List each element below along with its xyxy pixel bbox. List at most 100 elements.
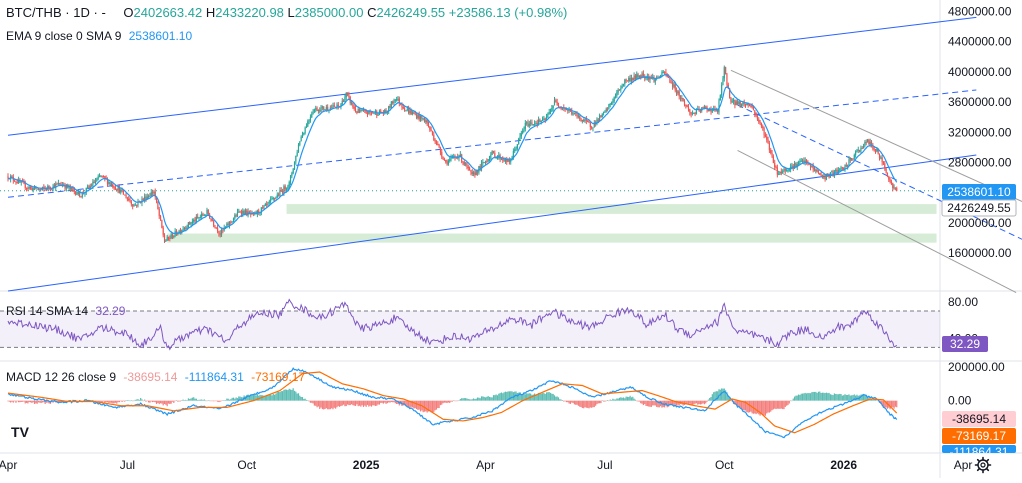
macd-histogram-bar <box>185 399 187 401</box>
macd-histogram-bar <box>178 400 180 402</box>
macd-histogram-bar <box>537 393 540 401</box>
macd-histogram-bar <box>689 400 691 404</box>
macd-histogram-bar <box>296 393 298 401</box>
macd-histogram-bar <box>220 400 223 402</box>
upper-channel-line <box>7 16 977 136</box>
rsi-legend[interactable]: RSI 14 SMA 14 32.29 <box>6 304 125 318</box>
candle-body <box>373 112 375 114</box>
macd-histogram-bar <box>373 400 375 406</box>
tradingview-logo[interactable]: TV <box>5 419 35 445</box>
macd-histogram-bar <box>500 392 503 401</box>
macd-histogram-bar <box>714 391 716 401</box>
macd-histogram-bar <box>873 399 875 401</box>
macd-histogram-bar <box>512 392 514 401</box>
candle-body <box>421 115 423 119</box>
macd-histogram-bar <box>677 400 679 405</box>
macd-histogram-bar <box>658 400 660 408</box>
macd-histogram-bar <box>158 400 160 405</box>
candle-body <box>285 188 288 190</box>
candle-body <box>667 76 670 79</box>
candle-body <box>218 231 220 234</box>
macd-legend[interactable]: MACD 12 26 close 9 -38695.14 -111864.31 … <box>6 370 305 384</box>
candle-body <box>377 115 379 117</box>
macd-histogram-bar <box>426 400 428 413</box>
candle-body <box>445 159 447 162</box>
macd-histogram-bar <box>516 392 518 401</box>
candle-body <box>284 186 286 190</box>
macd-histogram-bar <box>307 400 309 401</box>
macd-histogram-bar <box>653 400 655 406</box>
macd-histogram-bar <box>844 394 846 401</box>
macd-histogram-bar <box>324 400 326 410</box>
candle-body <box>106 178 109 184</box>
symbol-legend[interactable]: BTC/THB · 1D · - O2402663.42 H2433220.98… <box>6 5 567 20</box>
candle-body <box>487 159 489 162</box>
candle-body <box>159 215 162 220</box>
macd-histogram-bar <box>740 400 743 409</box>
candle-body <box>532 124 534 126</box>
macd-histogram-bar <box>439 400 442 406</box>
macd-histogram-bar <box>341 400 343 406</box>
candle-body <box>433 134 435 140</box>
macd-histogram-bar <box>183 400 186 401</box>
candle-body <box>727 84 729 89</box>
macd-histogram-bar <box>155 400 158 404</box>
rsi-value-badge-label: 32.29 <box>950 337 980 351</box>
macd-histogram-bar <box>764 400 767 416</box>
candle-body <box>816 169 818 172</box>
macd-legend-macd: -111864.31 <box>184 370 244 384</box>
rsi-pane[interactable] <box>0 298 940 351</box>
macd-histogram-bar <box>410 400 412 407</box>
ema-legend[interactable]: EMA 9 close 0 SMA 9 2538601.10 <box>6 29 192 43</box>
candle-body <box>345 92 347 98</box>
macd-histogram-bar <box>35 400 37 404</box>
macd-histogram-bar <box>494 395 496 401</box>
candle-body <box>376 111 378 116</box>
candle-body <box>81 192 83 197</box>
macd-histogram-bar <box>705 400 707 404</box>
macd-histogram-bar <box>113 400 115 404</box>
macd-histogram-bar <box>511 391 513 401</box>
settings-gear-icon[interactable] <box>974 456 992 474</box>
candle-body <box>150 192 152 197</box>
candle-body <box>238 211 240 213</box>
candle-body <box>484 161 487 163</box>
candle-body <box>51 188 53 190</box>
macd-histogram-bar <box>275 393 277 401</box>
candle-body <box>195 216 197 222</box>
candle-body <box>210 218 212 220</box>
macd-histogram-bar <box>450 400 452 402</box>
candle-body <box>880 157 882 159</box>
candle-body <box>812 166 814 170</box>
macd-histogram-bar <box>782 400 784 410</box>
candle-body <box>597 119 599 122</box>
candle-body <box>669 78 671 83</box>
macd-histogram-bar <box>855 395 857 401</box>
macd-pane[interactable] <box>7 367 898 439</box>
candle-body <box>348 94 350 97</box>
candle-body <box>515 148 517 150</box>
macd-histogram-bar <box>808 393 810 401</box>
macd-histogram-bar <box>43 400 45 403</box>
macd-axis-tick: 200000.00 <box>948 360 1005 374</box>
candle-body <box>301 134 304 137</box>
candle-body <box>197 216 199 218</box>
macd-histogram-bar <box>284 389 286 401</box>
candle-body <box>177 233 179 235</box>
symbol-pair[interactable]: BTC/THB <box>6 5 62 20</box>
macd-histogram-bar <box>466 398 468 401</box>
macd-histogram-bar <box>549 392 552 401</box>
candle-body <box>742 102 744 104</box>
macd-histogram-bar <box>640 400 642 404</box>
candle-body <box>885 168 887 173</box>
macd-histogram-bar <box>124 400 126 402</box>
macd-histogram-bar <box>744 400 747 411</box>
macd-histogram-bar <box>650 400 652 407</box>
symbol-interval[interactable]: 1D <box>73 5 90 20</box>
candle-body <box>320 107 322 112</box>
macd-histogram-bar <box>841 395 843 401</box>
price-pane[interactable] <box>0 16 1022 293</box>
candle-body <box>541 118 544 121</box>
